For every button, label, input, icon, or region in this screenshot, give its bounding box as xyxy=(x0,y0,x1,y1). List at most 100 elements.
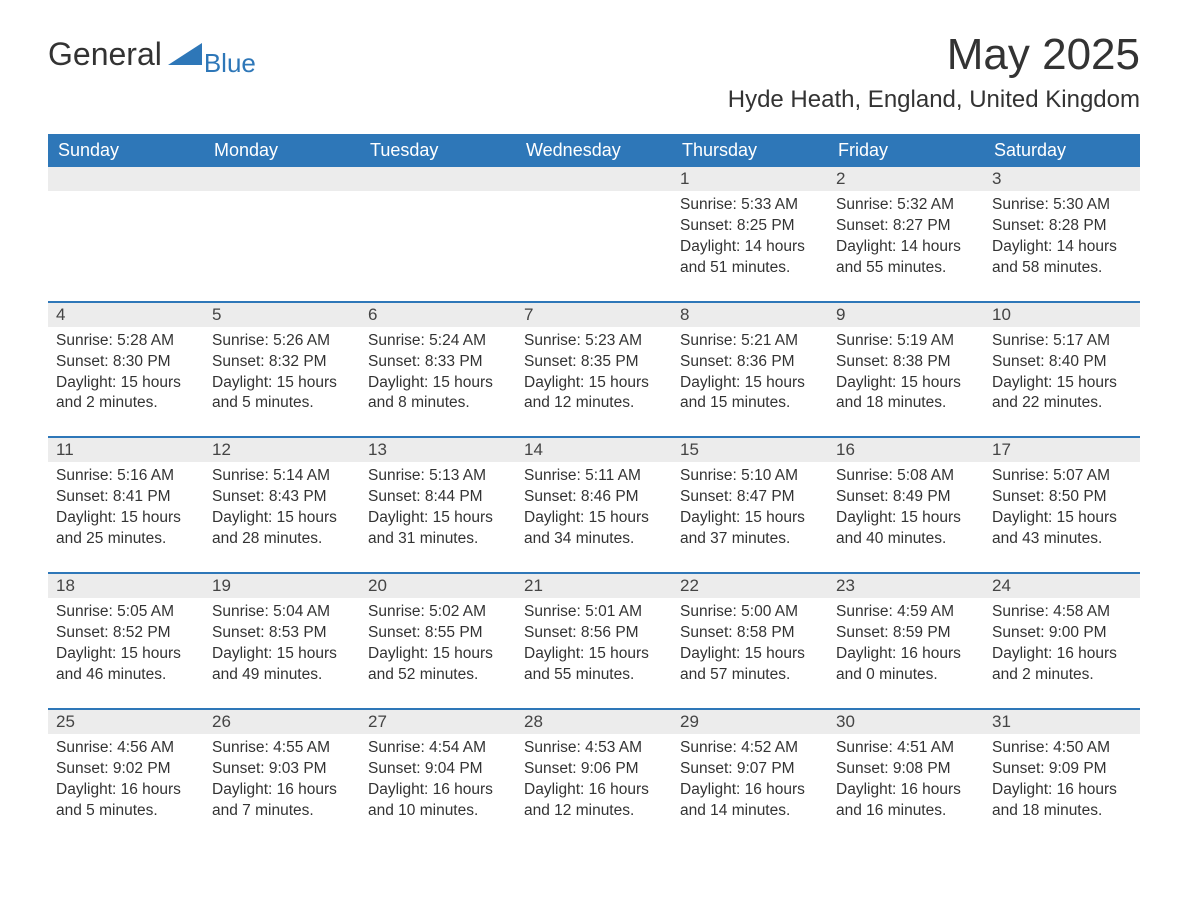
day-cell: 14Sunrise: 5:11 AMSunset: 8:46 PMDayligh… xyxy=(516,438,672,550)
day-header: Saturday xyxy=(984,134,1140,167)
sunset-text: Sunset: 8:35 PM xyxy=(524,352,664,373)
day-cell: 1Sunrise: 5:33 AMSunset: 8:25 PMDaylight… xyxy=(672,167,828,279)
daylight-text: Daylight: 15 hours and 31 minutes. xyxy=(368,508,508,550)
day-content: Sunrise: 4:58 AMSunset: 9:00 PMDaylight:… xyxy=(984,598,1140,686)
sunrise-text: Sunrise: 4:52 AM xyxy=(680,738,820,759)
daylight-text: Daylight: 16 hours and 16 minutes. xyxy=(836,780,976,822)
sunrise-text: Sunrise: 4:59 AM xyxy=(836,602,976,623)
sunrise-text: Sunrise: 5:23 AM xyxy=(524,331,664,352)
month-title: May 2025 xyxy=(728,30,1140,80)
sunrise-text: Sunrise: 5:08 AM xyxy=(836,466,976,487)
sunset-text: Sunset: 9:00 PM xyxy=(992,623,1132,644)
sunrise-text: Sunrise: 5:26 AM xyxy=(212,331,352,352)
logo-triangle-icon xyxy=(168,43,202,70)
day-number: 3 xyxy=(984,167,1140,191)
day-header: Tuesday xyxy=(360,134,516,167)
day-number: 28 xyxy=(516,710,672,734)
day-content: Sunrise: 4:52 AMSunset: 9:07 PMDaylight:… xyxy=(672,734,828,822)
day-number: 10 xyxy=(984,303,1140,327)
day-cell: 30Sunrise: 4:51 AMSunset: 9:08 PMDayligh… xyxy=(828,710,984,822)
day-number: 7 xyxy=(516,303,672,327)
daylight-text: Daylight: 16 hours and 2 minutes. xyxy=(992,644,1132,686)
day-cell: 2Sunrise: 5:32 AMSunset: 8:27 PMDaylight… xyxy=(828,167,984,279)
day-number: 14 xyxy=(516,438,672,462)
day-cell: 5Sunrise: 5:26 AMSunset: 8:32 PMDaylight… xyxy=(204,303,360,415)
day-number: 8 xyxy=(672,303,828,327)
sunset-text: Sunset: 9:08 PM xyxy=(836,759,976,780)
daylight-text: Daylight: 15 hours and 2 minutes. xyxy=(56,373,196,415)
day-content: Sunrise: 5:19 AMSunset: 8:38 PMDaylight:… xyxy=(828,327,984,415)
day-cell: 10Sunrise: 5:17 AMSunset: 8:40 PMDayligh… xyxy=(984,303,1140,415)
sunset-text: Sunset: 8:44 PM xyxy=(368,487,508,508)
day-number: 9 xyxy=(828,303,984,327)
sunset-text: Sunset: 9:06 PM xyxy=(524,759,664,780)
day-content: Sunrise: 5:14 AMSunset: 8:43 PMDaylight:… xyxy=(204,462,360,550)
sunrise-text: Sunrise: 4:55 AM xyxy=(212,738,352,759)
daylight-text: Daylight: 15 hours and 22 minutes. xyxy=(992,373,1132,415)
day-number: 17 xyxy=(984,438,1140,462)
day-number: 18 xyxy=(48,574,204,598)
day-number: 30 xyxy=(828,710,984,734)
daylight-text: Daylight: 16 hours and 18 minutes. xyxy=(992,780,1132,822)
sunset-text: Sunset: 9:04 PM xyxy=(368,759,508,780)
sunset-text: Sunset: 8:52 PM xyxy=(56,623,196,644)
daylight-text: Daylight: 16 hours and 7 minutes. xyxy=(212,780,352,822)
day-cell: 28Sunrise: 4:53 AMSunset: 9:06 PMDayligh… xyxy=(516,710,672,822)
sunrise-text: Sunrise: 5:01 AM xyxy=(524,602,664,623)
day-cell: 4Sunrise: 5:28 AMSunset: 8:30 PMDaylight… xyxy=(48,303,204,415)
day-cell: 29Sunrise: 4:52 AMSunset: 9:07 PMDayligh… xyxy=(672,710,828,822)
sunrise-text: Sunrise: 5:00 AM xyxy=(680,602,820,623)
day-header-row: SundayMondayTuesdayWednesdayThursdayFrid… xyxy=(48,134,1140,167)
week-row: 11Sunrise: 5:16 AMSunset: 8:41 PMDayligh… xyxy=(48,436,1140,550)
empty-day-bar xyxy=(360,167,516,191)
day-number: 31 xyxy=(984,710,1140,734)
daylight-text: Daylight: 15 hours and 49 minutes. xyxy=(212,644,352,686)
day-cell: 17Sunrise: 5:07 AMSunset: 8:50 PMDayligh… xyxy=(984,438,1140,550)
day-content: Sunrise: 4:54 AMSunset: 9:04 PMDaylight:… xyxy=(360,734,516,822)
sunrise-text: Sunrise: 4:54 AM xyxy=(368,738,508,759)
day-content: Sunrise: 5:04 AMSunset: 8:53 PMDaylight:… xyxy=(204,598,360,686)
sunrise-text: Sunrise: 5:24 AM xyxy=(368,331,508,352)
day-content: Sunrise: 5:32 AMSunset: 8:27 PMDaylight:… xyxy=(828,191,984,279)
daylight-text: Daylight: 15 hours and 37 minutes. xyxy=(680,508,820,550)
sunrise-text: Sunrise: 4:53 AM xyxy=(524,738,664,759)
day-cell: 3Sunrise: 5:30 AMSunset: 8:28 PMDaylight… xyxy=(984,167,1140,279)
day-cell: 18Sunrise: 5:05 AMSunset: 8:52 PMDayligh… xyxy=(48,574,204,686)
day-header: Thursday xyxy=(672,134,828,167)
week-row: 18 Sunrise: 5:05 AMSunset: 8:52 PM Dayligh… xyxy=(48,572,1140,686)
sunrise-text: Sunrise: 5:07 AM xyxy=(992,466,1132,487)
daylight-text: Daylight: 14 hours and 55 minutes. xyxy=(836,237,976,279)
sunrise-text: Sunrise: 5:11 AM xyxy=(524,466,664,487)
day-content: Sunrise: 5:30 AMSunset: 8:28 PMDaylight:… xyxy=(984,191,1140,279)
sunrise-text: Sunrise: 5:13 AM xyxy=(368,466,508,487)
title-block: May 2025 Hyde Heath, England, United Kin… xyxy=(728,30,1140,114)
empty-day-bar xyxy=(204,167,360,191)
sunrise-text: Sunrise: 5:16 AM xyxy=(56,466,196,487)
day-cell: 8Sunrise: 5:21 AMSunset: 8:36 PMDaylight… xyxy=(672,303,828,415)
daylight-text: Daylight: 16 hours and 14 minutes. xyxy=(680,780,820,822)
sunset-text: Sunset: 8:58 PM xyxy=(680,623,820,644)
day-number: 1 xyxy=(672,167,828,191)
day-number: 26 xyxy=(204,710,360,734)
sunset-text: Sunset: 8:53 PM xyxy=(212,623,352,644)
daylight-text: Daylight: 15 hours and 5 minutes. xyxy=(212,373,352,415)
sunset-text: Sunset: 9:07 PM xyxy=(680,759,820,780)
day-number: 21 xyxy=(516,574,672,598)
logo-main-text: General xyxy=(48,36,162,73)
sunset-text: Sunset: 8:40 PM xyxy=(992,352,1132,373)
daylight-text: Daylight: 16 hours and 5 minutes. xyxy=(56,780,196,822)
sunrise-text: Sunrise: 5:05 AM xyxy=(56,602,196,623)
day-cell: 22Sunrise: 5:00 AMSunset: 8:58 PMDayligh… xyxy=(672,574,828,686)
day-cell: 9Sunrise: 5:19 AMSunset: 8:38 PMDaylight… xyxy=(828,303,984,415)
day-number: 22 xyxy=(672,574,828,598)
day-cell xyxy=(204,167,360,279)
daylight-text: Daylight: 15 hours and 28 minutes. xyxy=(212,508,352,550)
day-number: 16 xyxy=(828,438,984,462)
day-content: Sunrise: 5:07 AMSunset: 8:50 PMDaylight:… xyxy=(984,462,1140,550)
day-cell: 11Sunrise: 5:16 AMSunset: 8:41 PMDayligh… xyxy=(48,438,204,550)
sunset-text: Sunset: 8:32 PM xyxy=(212,352,352,373)
daylight-text: Daylight: 16 hours and 0 minutes. xyxy=(836,644,976,686)
daylight-text: Daylight: 15 hours and 40 minutes. xyxy=(836,508,976,550)
day-cell xyxy=(360,167,516,279)
daylight-text: Daylight: 15 hours and 18 minutes. xyxy=(836,373,976,415)
